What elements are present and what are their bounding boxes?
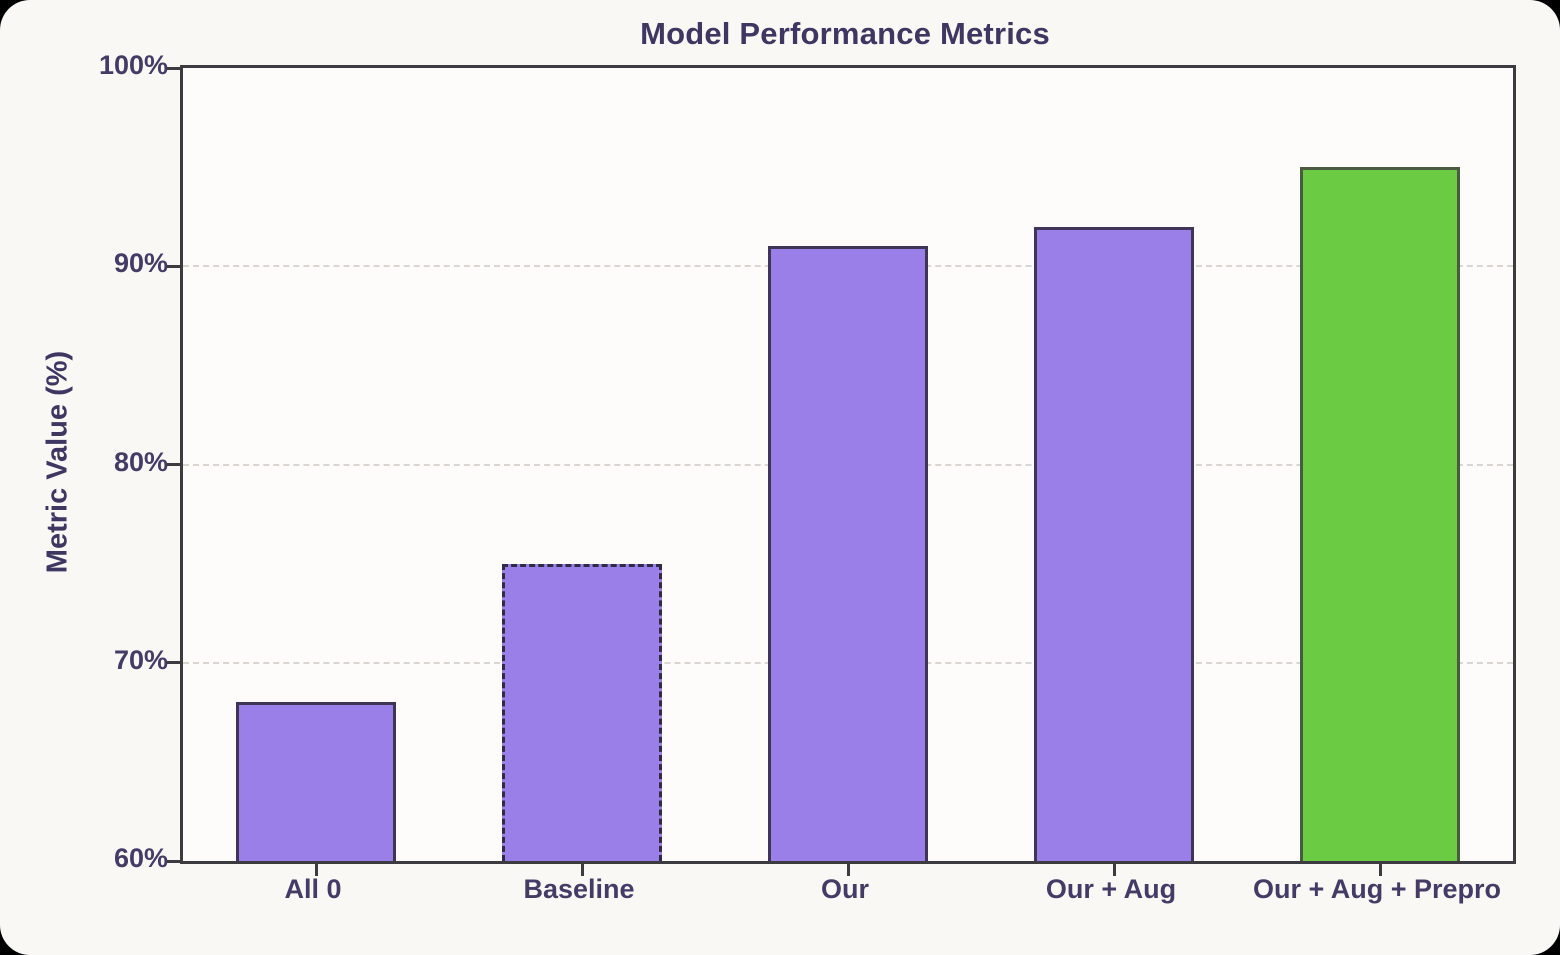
bar-our-aug (1034, 226, 1194, 861)
x-tick-mark-our (846, 864, 850, 876)
x-tick-mark-all-0 (314, 864, 318, 876)
bar-our (768, 246, 928, 861)
y-tick-label-90: 90% (113, 248, 168, 279)
x-axis-labels: All 0 Baseline Our Our + Aug Our + Aug + Pre… (180, 874, 1510, 918)
x-tick-mark-our-aug (1112, 864, 1116, 876)
y-tick-label-70: 70% (113, 644, 168, 675)
y-tick-mark-70 (167, 661, 180, 665)
x-tick-label-our: Our (820, 874, 870, 904)
y-axis-ticks: 60% 70% 80% 90% 100% (0, 50, 168, 873)
x-tick-mark-baseline (580, 864, 584, 876)
y-tick-mark-60 (167, 859, 180, 863)
x-tick-label-baseline: Baseline (523, 874, 635, 904)
y-tick-mark-80 (167, 463, 180, 466)
y-tick-label-60: 60% (113, 843, 168, 873)
y-tick-label-100: 100% (98, 50, 168, 80)
x-tick-label-our-aug-prepro: Our + Aug + Prepro (1252, 874, 1502, 904)
x-tick-label-all-0: All 0 (284, 874, 342, 904)
x-tick-label-our-aug: Our + Aug (1045, 874, 1177, 904)
bar-our-aug-prepro (1300, 167, 1460, 861)
bar-baseline (502, 563, 662, 861)
chart-title: Model Performance Metrics (640, 16, 1050, 51)
x-tick-mark-our-aug-prepro (1378, 864, 1382, 876)
y-tick-label-80: 80% (113, 446, 168, 477)
bar-all-0 (236, 702, 396, 861)
plot-area (167, 65, 1516, 876)
y-tick-mark-90 (167, 264, 180, 268)
y-tick-mark-100 (167, 66, 180, 70)
